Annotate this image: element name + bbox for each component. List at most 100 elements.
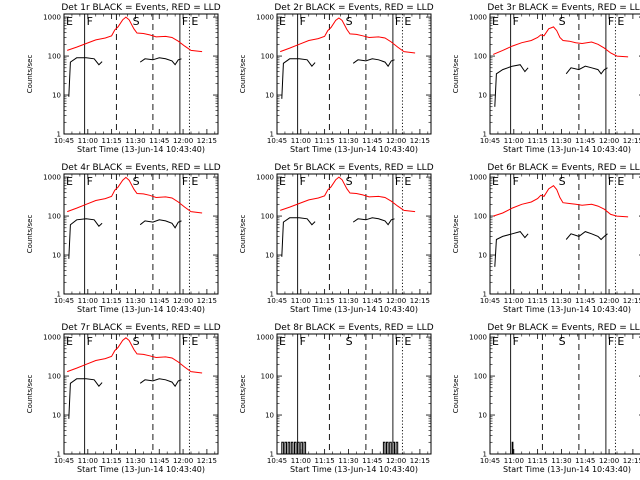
region-marker: S [346, 335, 353, 348]
events-series-line [511, 441, 514, 454]
y-tick-label: 1 [270, 451, 274, 459]
region-marker: E [617, 15, 624, 28]
x-axis-label: Start Time (13-Jun-14 10:43:40) [290, 465, 418, 474]
x-tick-label: 12:15 [623, 297, 640, 305]
y-tick-label: 10 [478, 412, 487, 420]
region-marker: F [87, 15, 93, 28]
y-tick-label: 1000 [469, 174, 487, 182]
y-tick-label: 10 [478, 92, 487, 100]
x-tick-label: 11:15 [102, 457, 122, 465]
x-tick-label: 11:30 [125, 137, 145, 145]
chart-panel: Det 3r BLACK = Events, RED = LLD Counts/s… [452, 3, 640, 154]
events-series-line [68, 57, 103, 97]
y-tick-label: 1 [483, 451, 487, 459]
x-axis-label: Start Time (13-Jun-14 10:43:40) [503, 305, 631, 314]
y-tick-label: 100 [474, 213, 487, 221]
chart-panel: Det 2r BLACK = Events, RED = LLD Counts/s… [239, 3, 434, 154]
region-marker: F [182, 175, 188, 188]
y-tick-label: 10 [52, 252, 61, 260]
plot-frame [63, 13, 219, 135]
y-tick-label: 100 [261, 373, 274, 381]
plot-frame [63, 173, 219, 295]
plot-frame [489, 333, 640, 455]
plot-frame [489, 173, 640, 295]
x-tick-label: 11:45 [575, 297, 595, 305]
x-axis-label: Start Time (13-Jun-14 10:43:40) [503, 145, 631, 154]
lld-series-line [493, 26, 629, 58]
events-series-line [565, 65, 608, 75]
y-axis-label: Counts/sec [26, 215, 34, 254]
x-tick-label: 10:45 [267, 137, 287, 145]
x-tick-label: 10:45 [480, 137, 500, 145]
chart-title: Det 7r BLACK = Events, RED = LLD [61, 323, 220, 333]
y-tick-label: 1000 [43, 174, 61, 182]
y-tick-label: 100 [261, 213, 274, 221]
x-tick-label: 12:00 [386, 297, 406, 305]
x-axis-label: Start Time (13-Jun-14 10:43:40) [290, 305, 418, 314]
y-tick-label: 100 [474, 53, 487, 61]
region-marker: E [279, 335, 286, 348]
region-marker: F [608, 335, 614, 348]
plot-frame [276, 173, 432, 295]
x-tick-label: 11:30 [125, 457, 145, 465]
region-marker: F [395, 175, 401, 188]
region-marker: F [182, 15, 188, 28]
region-marker: E [66, 335, 73, 348]
region-marker: S [133, 175, 140, 188]
y-tick-label: 1000 [469, 334, 487, 342]
events-series-line [139, 219, 182, 229]
region-marker: S [133, 15, 140, 28]
x-tick-label: 11:45 [149, 137, 169, 145]
chart-panel: Det 1r BLACK = Events, RED = LLD Counts/s… [26, 3, 221, 154]
x-axis-label: Start Time (13-Jun-14 10:43:40) [77, 145, 205, 154]
region-marker: E [66, 15, 73, 28]
chart-title: Det 1r BLACK = Events, RED = LLD [61, 3, 220, 13]
region-marker: E [492, 175, 499, 188]
region-marker: F [182, 335, 188, 348]
y-axis-label: Counts/sec [26, 55, 34, 94]
x-tick-label: 10:45 [267, 457, 287, 465]
events-series-line [139, 57, 182, 66]
chart-panel: Det 7r BLACK = Events, RED = LLD Counts/s… [26, 323, 221, 474]
y-tick-label: 100 [48, 373, 61, 381]
events-series-line [494, 231, 529, 267]
lld-series-line [67, 16, 203, 53]
chart-panel: Det 4r BLACK = Events, RED = LLD Counts/s… [26, 163, 221, 314]
x-axis-label: Start Time (13-Jun-14 10:43:40) [290, 145, 418, 154]
x-tick-label: 12:00 [599, 457, 619, 465]
x-tick-label: 12:15 [623, 457, 640, 465]
region-marker: E [279, 175, 286, 188]
x-tick-label: 12:15 [197, 457, 217, 465]
x-tick-label: 12:15 [197, 137, 217, 145]
y-tick-label: 1 [57, 291, 61, 299]
y-tick-label: 10 [265, 92, 274, 100]
region-marker: F [513, 175, 519, 188]
region-marker: E [279, 15, 286, 28]
x-tick-label: 11:15 [102, 137, 122, 145]
events-series-line [494, 64, 529, 107]
region-marker: F [608, 175, 614, 188]
region-marker: E [66, 175, 73, 188]
region-marker: S [346, 175, 353, 188]
x-tick-label: 11:45 [362, 457, 382, 465]
y-axis-label: Counts/sec [452, 215, 460, 254]
region-marker: F [513, 15, 519, 28]
region-marker: S [559, 15, 566, 28]
region-marker: F [608, 15, 614, 28]
x-tick-label: 11:15 [315, 137, 335, 145]
region-marker: F [395, 335, 401, 348]
x-tick-label: 10:45 [54, 297, 74, 305]
x-tick-label: 11:30 [551, 137, 571, 145]
x-tick-label: 12:15 [623, 137, 640, 145]
plot-frame [276, 13, 432, 135]
chart-title: Det 8r BLACK = Events, RED = LLD [274, 323, 433, 333]
region-marker: S [559, 335, 566, 348]
x-tick-label: 11:45 [362, 297, 382, 305]
region-marker: F [87, 175, 93, 188]
x-tick-label: 11:45 [575, 137, 595, 145]
x-tick-label: 11:00 [291, 137, 311, 145]
region-marker: E [191, 175, 198, 188]
x-tick-label: 11:45 [575, 457, 595, 465]
region-marker: F [300, 335, 306, 348]
lld-series-line [280, 176, 416, 213]
